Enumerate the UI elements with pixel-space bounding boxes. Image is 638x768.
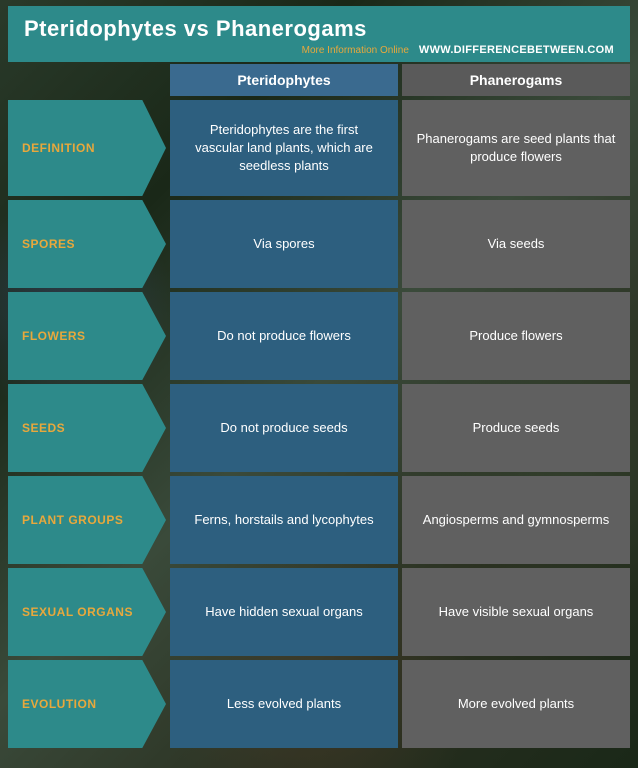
cell-left: Pteridophytes are the first vascular lan… bbox=[170, 100, 398, 196]
subtitle-row: More Information Online WWW.DIFFERENCEBE… bbox=[24, 44, 614, 56]
cell-left: Do not produce flowers bbox=[170, 292, 398, 380]
row-label: DEFINITION bbox=[8, 141, 123, 155]
column-headers: Pteridophytes Phanerogams bbox=[8, 64, 630, 96]
cell-left: Have hidden sexual organs bbox=[170, 568, 398, 656]
infographic-container: Pteridophytes vs Phanerogams More Inform… bbox=[0, 0, 638, 754]
cell-right: Have visible sexual organs bbox=[402, 568, 630, 656]
row-label: SEXUAL ORGANS bbox=[8, 605, 161, 619]
comparison-row: SEXUAL ORGANS Have hidden sexual organsHa… bbox=[8, 568, 630, 656]
row-label-wrap: SEEDS bbox=[8, 384, 166, 472]
header-bar: Pteridophytes vs Phanerogams More Inform… bbox=[8, 6, 630, 62]
cell-right: Phanerogams are seed plants that produce… bbox=[402, 100, 630, 196]
comparison-row: SPORES Via sporesVia seeds bbox=[8, 200, 630, 288]
more-info-text: More Information Online bbox=[302, 45, 409, 56]
comparison-rows: DEFINITION Pteridophytes are the first va… bbox=[8, 100, 630, 748]
column-spacer bbox=[8, 64, 166, 96]
row-label: SPORES bbox=[8, 237, 103, 251]
row-label-wrap: PLANT GROUPS bbox=[8, 476, 166, 564]
column-header-left: Pteridophytes bbox=[170, 64, 398, 96]
cell-right: Produce flowers bbox=[402, 292, 630, 380]
comparison-row: DEFINITION Pteridophytes are the first va… bbox=[8, 100, 630, 196]
row-label-wrap: DEFINITION bbox=[8, 100, 166, 196]
cell-left: Via spores bbox=[170, 200, 398, 288]
row-label-wrap: EVOLUTION bbox=[8, 660, 166, 748]
cell-right: More evolved plants bbox=[402, 660, 630, 748]
column-header-right: Phanerogams bbox=[402, 64, 630, 96]
comparison-row: SEEDS Do not produce seedsProduce seeds bbox=[8, 384, 630, 472]
source-url: WWW.DIFFERENCEBETWEEN.COM bbox=[419, 44, 614, 56]
page-title: Pteridophytes vs Phanerogams bbox=[24, 16, 614, 42]
row-label-wrap: SEXUAL ORGANS bbox=[8, 568, 166, 656]
row-label-wrap: SPORES bbox=[8, 200, 166, 288]
row-label-wrap: FLOWERS bbox=[8, 292, 166, 380]
row-label: PLANT GROUPS bbox=[8, 513, 151, 527]
comparison-row: FLOWERS Do not produce flowersProduce flo… bbox=[8, 292, 630, 380]
row-label: FLOWERS bbox=[8, 329, 114, 343]
comparison-row: EVOLUTION Less evolved plantsMore evolved… bbox=[8, 660, 630, 748]
row-label: EVOLUTION bbox=[8, 697, 125, 711]
cell-left: Less evolved plants bbox=[170, 660, 398, 748]
cell-right: Angiosperms and gymnosperms bbox=[402, 476, 630, 564]
cell-left: Do not produce seeds bbox=[170, 384, 398, 472]
cell-right: Produce seeds bbox=[402, 384, 630, 472]
cell-left: Ferns, horstails and lycophytes bbox=[170, 476, 398, 564]
row-label: SEEDS bbox=[8, 421, 93, 435]
cell-right: Via seeds bbox=[402, 200, 630, 288]
comparison-row: PLANT GROUPS Ferns, horstails and lycophy… bbox=[8, 476, 630, 564]
